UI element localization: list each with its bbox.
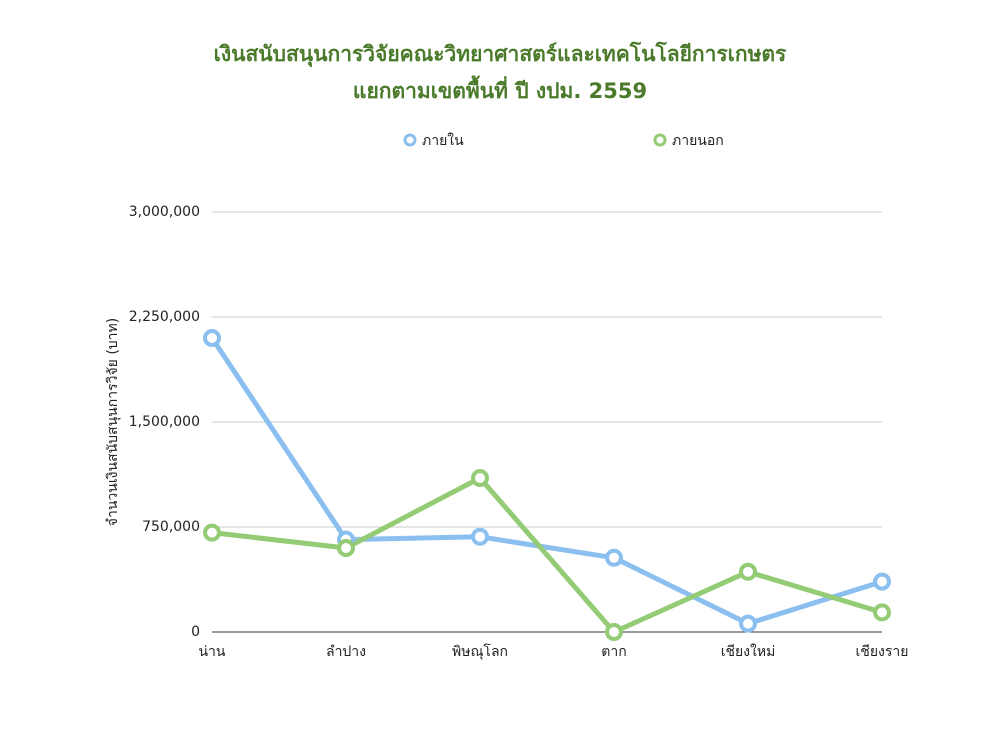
data-point <box>203 523 221 542</box>
data-point <box>471 469 489 487</box>
chart-title: เงินสนับสนุนการวิจัยคณะวิทยาศาสตร์และเทค… <box>214 41 787 68</box>
y-tick-label: 0 <box>191 624 200 640</box>
data-point <box>605 623 623 641</box>
x-tick-label: ลำปาง <box>326 644 366 660</box>
data-point <box>337 539 355 557</box>
x-tick-label: น่าน <box>198 644 225 660</box>
data-point <box>739 614 757 633</box>
x-tick-label: ตาก <box>601 644 626 660</box>
data-point <box>605 548 623 567</box>
data-point <box>873 572 891 591</box>
data-point <box>873 603 891 622</box>
y-tick-label: 2,250,000 <box>129 309 200 325</box>
data-point <box>203 329 221 347</box>
data-point <box>471 527 489 546</box>
chart-title: แยกตามเขตพื้นที่ ปี งปม. 2559 <box>353 75 647 103</box>
y-axis-label: จำนวนเงินสนับสนุนการวิจัย (บาท) <box>105 318 121 526</box>
legend-marker <box>403 133 417 147</box>
legend-marker <box>653 133 667 147</box>
series-line <box>211 475 883 635</box>
y-tick-label: 3,000,000 <box>129 204 200 220</box>
x-tick-label: เชียงราย <box>856 644 909 660</box>
x-tick-label: พิษณุโลก <box>452 643 508 660</box>
series-line <box>209 336 883 627</box>
data-point <box>739 562 757 581</box>
y-tick-label: 750,000 <box>142 519 200 535</box>
legend-label: ภายใน <box>422 132 464 149</box>
legend-label: ภายนอก <box>672 133 724 149</box>
y-tick-label: 1,500,000 <box>129 414 200 430</box>
x-tick-label: เชียงใหม่ <box>721 643 776 660</box>
